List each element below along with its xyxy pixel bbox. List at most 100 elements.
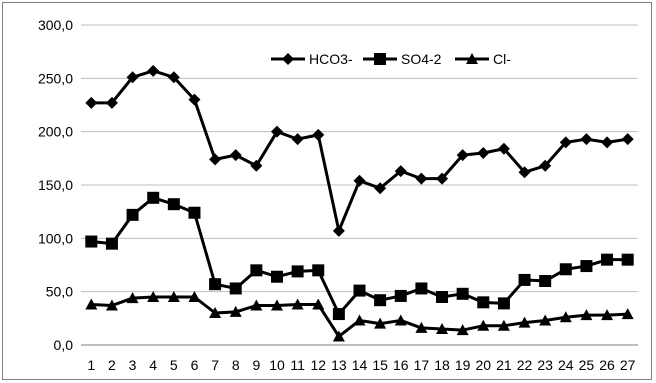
data-point-cl: [497, 319, 510, 331]
data-point-hco3: [126, 71, 139, 84]
data-point-cl: [250, 299, 263, 311]
legend-marker-cl: [466, 53, 478, 64]
data-point-so42: [497, 297, 510, 310]
x-tick-label: 13: [331, 357, 347, 373]
legend-label-hco3: HCO3-: [309, 51, 353, 67]
data-point-so42: [539, 275, 552, 287]
data-point-hco3: [85, 96, 98, 109]
data-point-hco3: [270, 125, 283, 138]
x-tick-label: 3: [129, 357, 137, 373]
data-point-cl: [539, 314, 552, 326]
x-tick-label: 4: [149, 357, 157, 373]
data-point-cl: [167, 291, 180, 302]
data-point-so42: [147, 191, 160, 204]
x-tick-label: 27: [620, 357, 636, 373]
data-point-so42: [188, 206, 201, 219]
data-point-cl: [270, 299, 283, 311]
x-tick-label: 10: [269, 357, 285, 373]
data-point-so42: [456, 287, 469, 300]
data-point-cl: [601, 309, 614, 321]
data-point-cl: [456, 324, 469, 336]
data-point-cl: [291, 298, 304, 310]
data-point-cl: [312, 298, 325, 310]
data-point-so42: [250, 264, 263, 277]
data-point-hco3: [394, 165, 407, 178]
data-point-so42: [332, 308, 345, 321]
x-tick-label: 23: [537, 357, 553, 373]
data-point-so42: [601, 253, 614, 266]
x-tick-label: 15: [372, 357, 388, 373]
x-tick-label: 18: [434, 357, 450, 373]
x-tick-label: 14: [352, 357, 368, 373]
data-point-cl: [126, 292, 139, 304]
y-axis: 0,0 50,0 100,0 150,0 200,0 250,0 300,0: [38, 17, 73, 353]
x-tick-label: 11: [290, 357, 305, 373]
data-point-cl: [332, 330, 345, 342]
data-point-so42: [105, 237, 118, 250]
legend-label-cl: Cl-: [493, 51, 511, 67]
legend-marker-hco3: [282, 53, 294, 65]
x-tick-label: 21: [496, 357, 512, 373]
data-point-so42: [580, 260, 593, 273]
data-point-so42: [291, 265, 304, 278]
data-point-hco3: [105, 96, 118, 109]
data-point-so42: [374, 294, 387, 307]
data-point-hco3: [250, 159, 263, 172]
data-point-hco3: [188, 93, 201, 106]
data-point-so42: [209, 278, 222, 291]
y-tick-label: 200,0: [38, 124, 73, 140]
data-point-so42: [621, 253, 634, 266]
data-point-cl: [559, 311, 572, 323]
data-point-hco3: [621, 133, 634, 146]
x-tick-label: 26: [599, 357, 615, 373]
data-point-hco3: [332, 224, 345, 237]
data-point-hco3: [415, 172, 428, 185]
data-point-hco3: [601, 136, 614, 149]
data-point-so42: [415, 282, 428, 295]
data-point-cl: [415, 321, 428, 333]
x-tick-label: 20: [475, 357, 491, 373]
data-point-hco3: [477, 147, 490, 159]
data-point-so42: [394, 289, 407, 302]
legend-marker-so42: [374, 53, 386, 65]
data-point-cl: [353, 314, 366, 326]
data-point-hco3: [209, 153, 222, 166]
data-point-so42: [436, 291, 449, 303]
data-point-hco3: [312, 128, 325, 141]
data-point-so42: [559, 263, 572, 276]
data-point-hco3: [374, 182, 387, 195]
x-axis: 1 2 3 4 5 6 7 8 9 10 11 12 13 14 15 16 17 18 19 20 21 22 23 24 2…: [87, 357, 635, 373]
data-point-hco3: [147, 64, 160, 77]
legend-label-so42: SO4-2: [401, 51, 442, 67]
data-point-cl: [477, 319, 490, 331]
x-tick-label: 19: [455, 357, 471, 373]
data-point-hco3: [291, 133, 304, 146]
data-point-so42: [167, 198, 180, 211]
data-point-so42: [312, 264, 325, 277]
x-tick-label: 8: [232, 357, 240, 373]
data-point-so42: [270, 270, 283, 283]
x-tick-label: 5: [170, 357, 178, 373]
data-point-so42: [126, 208, 139, 221]
data-point-cl: [374, 317, 387, 329]
data-point-hco3: [229, 149, 242, 162]
data-point-cl: [188, 291, 201, 302]
data-point-hco3: [436, 172, 449, 185]
data-point-cl: [147, 291, 160, 302]
data-point-cl: [436, 323, 449, 334]
x-tick-label: 6: [191, 357, 199, 373]
x-tick-label: 22: [517, 357, 533, 373]
data-point-hco3: [580, 133, 593, 146]
x-tick-label: 1: [87, 357, 95, 373]
x-tick-label: 17: [414, 357, 430, 373]
x-tick-label: 24: [558, 357, 574, 373]
data-point-hco3: [539, 159, 552, 172]
data-point-hco3: [497, 142, 510, 155]
legend: HCO3- SO4-2 Cl-: [271, 51, 511, 67]
y-tick-label: 0,0: [54, 337, 74, 353]
data-point-cl: [229, 305, 242, 317]
data-point-hco3: [167, 71, 180, 84]
data-point-so42: [353, 284, 366, 297]
